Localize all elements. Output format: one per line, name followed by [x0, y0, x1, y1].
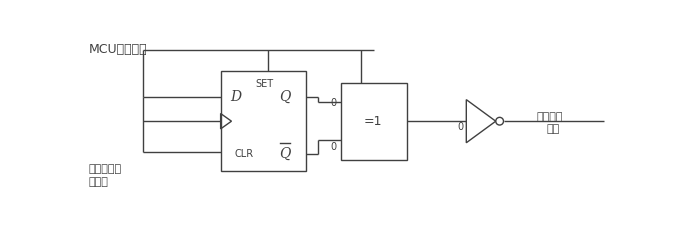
Text: 0: 0: [330, 98, 336, 108]
Text: 信号: 信号: [547, 124, 560, 134]
Text: Q: Q: [279, 147, 290, 161]
Text: SET: SET: [256, 79, 274, 89]
Text: Q: Q: [279, 90, 290, 104]
Bar: [220, 71, 306, 171]
Text: D: D: [231, 90, 241, 104]
Text: =1: =1: [364, 115, 383, 128]
Text: 电信号: 电信号: [89, 177, 109, 187]
Text: CLR: CLR: [235, 149, 254, 159]
Text: 0: 0: [330, 142, 336, 152]
Text: 0: 0: [458, 122, 464, 132]
Text: MCU控制信号: MCU控制信号: [89, 43, 148, 56]
Text: 外部电源掉: 外部电源掉: [89, 163, 122, 174]
Bar: [341, 83, 407, 160]
Text: 输出控制: 输出控制: [536, 112, 562, 122]
